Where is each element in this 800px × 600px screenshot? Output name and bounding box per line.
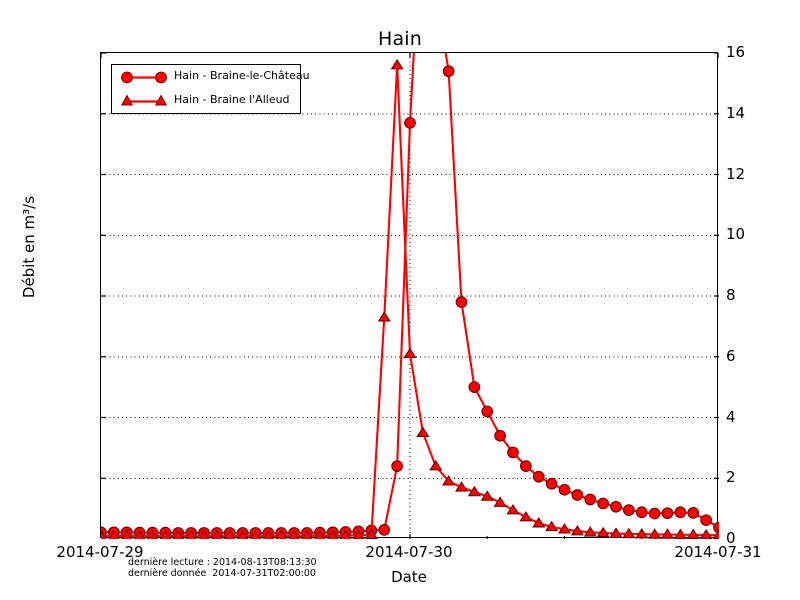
legend-item-braine-lalleud[interactable]: Hain - Braine l'Alleud [112, 89, 302, 114]
y-tick-label: 8 [726, 286, 736, 304]
legend-label-braine-lalleud: Hain - Braine l'Alleud [174, 93, 290, 106]
legend-marker-triangle [120, 94, 168, 106]
y-axis-label: Débit en m³/s [20, 195, 38, 299]
y-tick-label: 14 [726, 103, 746, 122]
chart-legend: Hain - Braine-le-Château Hain - Braine l… [111, 64, 310, 114]
y-tick-label: 10 [726, 225, 746, 244]
x-tick-label: 2014-07-30 [365, 543, 453, 561]
x-axis-label: Date [391, 568, 427, 586]
y-tick-label: 6 [726, 346, 736, 365]
legend-label-braine-le-chateau: Hain - Braine-le-Château [174, 69, 310, 82]
x-tick-label: 2014-07-31 [674, 543, 762, 561]
legend-item-braine-le-chateau[interactable]: Hain - Braine-le-Château [112, 65, 310, 90]
y-tick-label: 4 [726, 407, 736, 426]
x-tick-label: 2014-07-29 [56, 543, 144, 561]
chart-annotations: dernière lecture : 2014-08-13T08:13:30 d… [128, 557, 317, 579]
y-tick-label: 16 [726, 43, 746, 61]
plot-canvas [101, 53, 719, 539]
legend-marker-circle [121, 71, 167, 84]
chart-title: Hain [377, 28, 423, 50]
y-tick-label: 12 [726, 164, 746, 183]
y-tick-label: 0 [726, 529, 736, 547]
y-tick-label: 2 [726, 468, 736, 487]
plot-area: Hain - Braine-le-Château Hain - Braine l… [100, 52, 719, 539]
